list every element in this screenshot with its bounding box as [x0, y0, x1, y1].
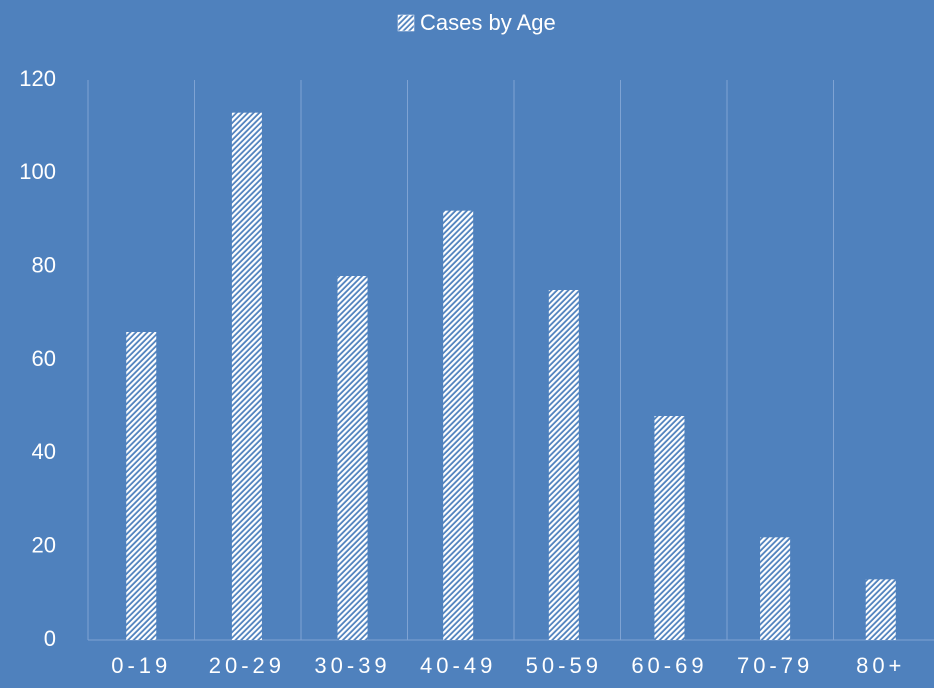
x-tick-label: 0-19	[111, 653, 171, 678]
bar	[443, 210, 474, 640]
x-tick-label: 60-69	[631, 653, 707, 678]
y-tick-label: 20	[32, 532, 56, 557]
bar	[760, 537, 791, 640]
y-tick-label: 120	[19, 66, 56, 91]
y-tick-label: 60	[32, 346, 56, 371]
legend-swatch	[397, 14, 415, 32]
x-tick-label: 80+	[856, 653, 905, 678]
x-tick-label: 20-29	[209, 653, 285, 678]
legend-label: Cases by Age	[420, 10, 556, 35]
bar	[337, 276, 368, 640]
bar	[654, 416, 685, 640]
bar	[231, 112, 262, 640]
bar	[865, 579, 896, 640]
y-tick-label: 100	[19, 159, 56, 184]
y-tick-label: 40	[32, 439, 56, 464]
y-tick-label: 0	[44, 626, 56, 651]
x-tick-label: 70-79	[737, 653, 813, 678]
x-tick-label: 30-39	[314, 653, 390, 678]
y-tick-label: 80	[32, 252, 56, 277]
bar	[548, 290, 579, 640]
bar	[126, 332, 157, 640]
x-tick-label: 40-49	[420, 653, 496, 678]
x-tick-label: 50-59	[526, 653, 602, 678]
